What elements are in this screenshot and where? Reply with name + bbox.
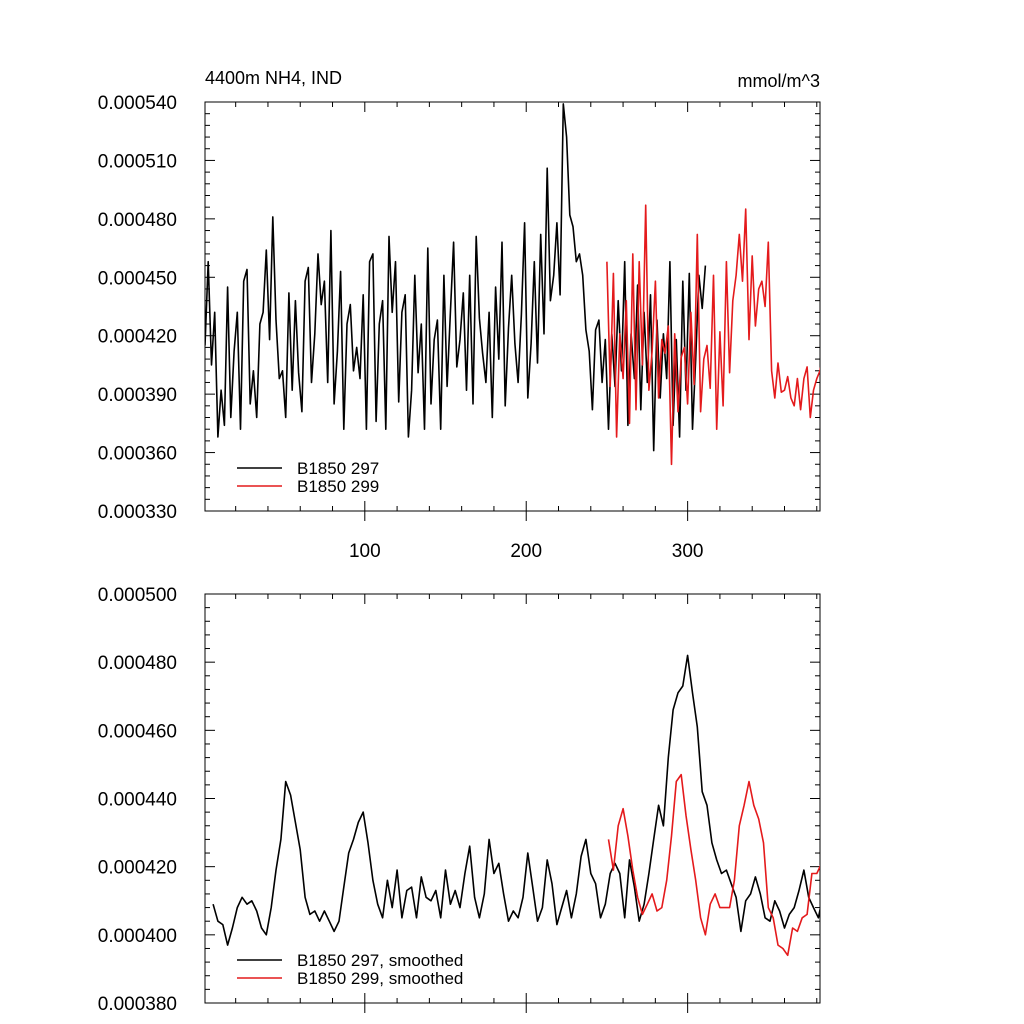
x-tick-label: 300: [672, 541, 704, 562]
y-tick-label: 0.000480: [98, 210, 177, 231]
y-tick-label: 0.000390: [98, 385, 177, 406]
plot-frame: [204, 593, 821, 1004]
legend-label: B1850 299, smoothed: [297, 969, 463, 988]
y-tick-label: 0.000450: [98, 268, 177, 289]
y-tick-label: 0.000500: [98, 585, 177, 606]
bottom-panel: 0.000380 0.000400 0.000420 0.000440 0.000460…: [98, 585, 821, 1015]
series-line-2: [606, 204, 820, 466]
y-tick-label: 0.000420: [98, 858, 177, 879]
top-panel: 0.000330 0.000360 0.000390 0.000420 0.000450…: [98, 93, 821, 562]
y-tick-label: 0.000460: [98, 721, 177, 742]
y-tick-label: 0.000360: [98, 444, 177, 465]
chart-units: mmol/m^3: [738, 71, 820, 91]
x-tick-label: 100: [349, 541, 381, 562]
legend-label: B1850 299: [297, 477, 379, 496]
series-line-1: [212, 654, 820, 946]
y-tick-label: 0.000510: [98, 151, 177, 172]
y-tick-label: 0.000400: [98, 926, 177, 947]
y-tick-label: 0.000420: [98, 327, 177, 348]
y-tick-label: 0.000540: [98, 93, 177, 114]
legend-label: B1850 297: [297, 459, 379, 478]
series-line-1: [205, 103, 707, 452]
legend-label: B1850 297, smoothed: [297, 951, 463, 970]
series-line-2: [607, 773, 820, 957]
y-tick-label: 0.000380: [98, 994, 177, 1015]
y-tick-label: 0.000330: [98, 502, 177, 523]
x-tick-label: 200: [510, 541, 542, 562]
y-tick-label: 0.000480: [98, 653, 177, 674]
plot-frame: [204, 101, 821, 512]
chart-title: 4400m NH4, IND: [205, 68, 342, 88]
y-tick-label: 0.000440: [98, 790, 177, 811]
